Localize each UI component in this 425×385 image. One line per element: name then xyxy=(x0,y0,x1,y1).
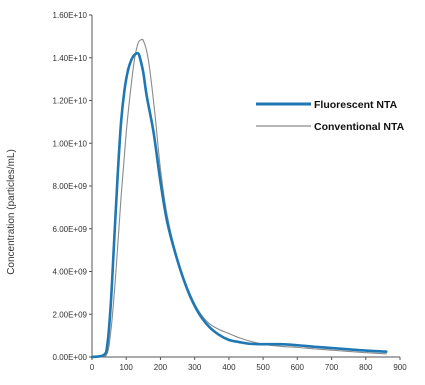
y-tick-label: 1.40E+10 xyxy=(53,54,88,63)
y-axis-label-text: Concentration (particles/mL) xyxy=(6,149,17,275)
series-lines xyxy=(90,38,388,359)
legend-label: Conventional NTA xyxy=(314,121,405,133)
y-tick-label: 4.00E+09 xyxy=(53,268,88,277)
y-tick-label: 0.00E+00 xyxy=(53,353,88,362)
series-line-fluorescent-nta xyxy=(90,51,388,359)
series-line-conventional-nta xyxy=(91,38,387,358)
y-ticks: 0.00E+00 2.00E+09 4.00E+09 6.00E+09 8.00E+09… xyxy=(53,11,92,362)
y-tick-label: 8.00E+09 xyxy=(53,182,88,191)
x-tick-label: 800 xyxy=(359,363,373,372)
x-tick-label: 700 xyxy=(325,363,339,372)
x-tick-label: 600 xyxy=(291,363,305,372)
legend: Fluorescent NTA Conventional NTA xyxy=(256,99,405,133)
y-tick-label: 1.20E+10 xyxy=(53,97,88,106)
x-tick-label: 0 xyxy=(90,363,95,372)
x-tick-label: 900 xyxy=(393,363,407,372)
y-tick-label: 1.60E+10 xyxy=(53,11,88,20)
y-tick-label: 1.00E+10 xyxy=(53,139,88,148)
axes xyxy=(91,15,400,358)
y-tick-label: 6.00E+09 xyxy=(53,225,88,234)
x-tick-label: 200 xyxy=(154,363,168,372)
x-tick-label: 100 xyxy=(120,363,134,372)
y-axis-label: Concentration (particles/mL) xyxy=(6,149,17,275)
x-tick-label: 300 xyxy=(188,363,202,372)
x-tick-label: 400 xyxy=(222,363,236,372)
y-tick-label: 2.00E+09 xyxy=(53,310,88,319)
x-ticks: 0 100 200 300 400 500 600 700 800 900 xyxy=(90,357,407,372)
legend-label: Fluorescent NTA xyxy=(314,99,398,111)
x-tick-label: 500 xyxy=(256,363,270,372)
